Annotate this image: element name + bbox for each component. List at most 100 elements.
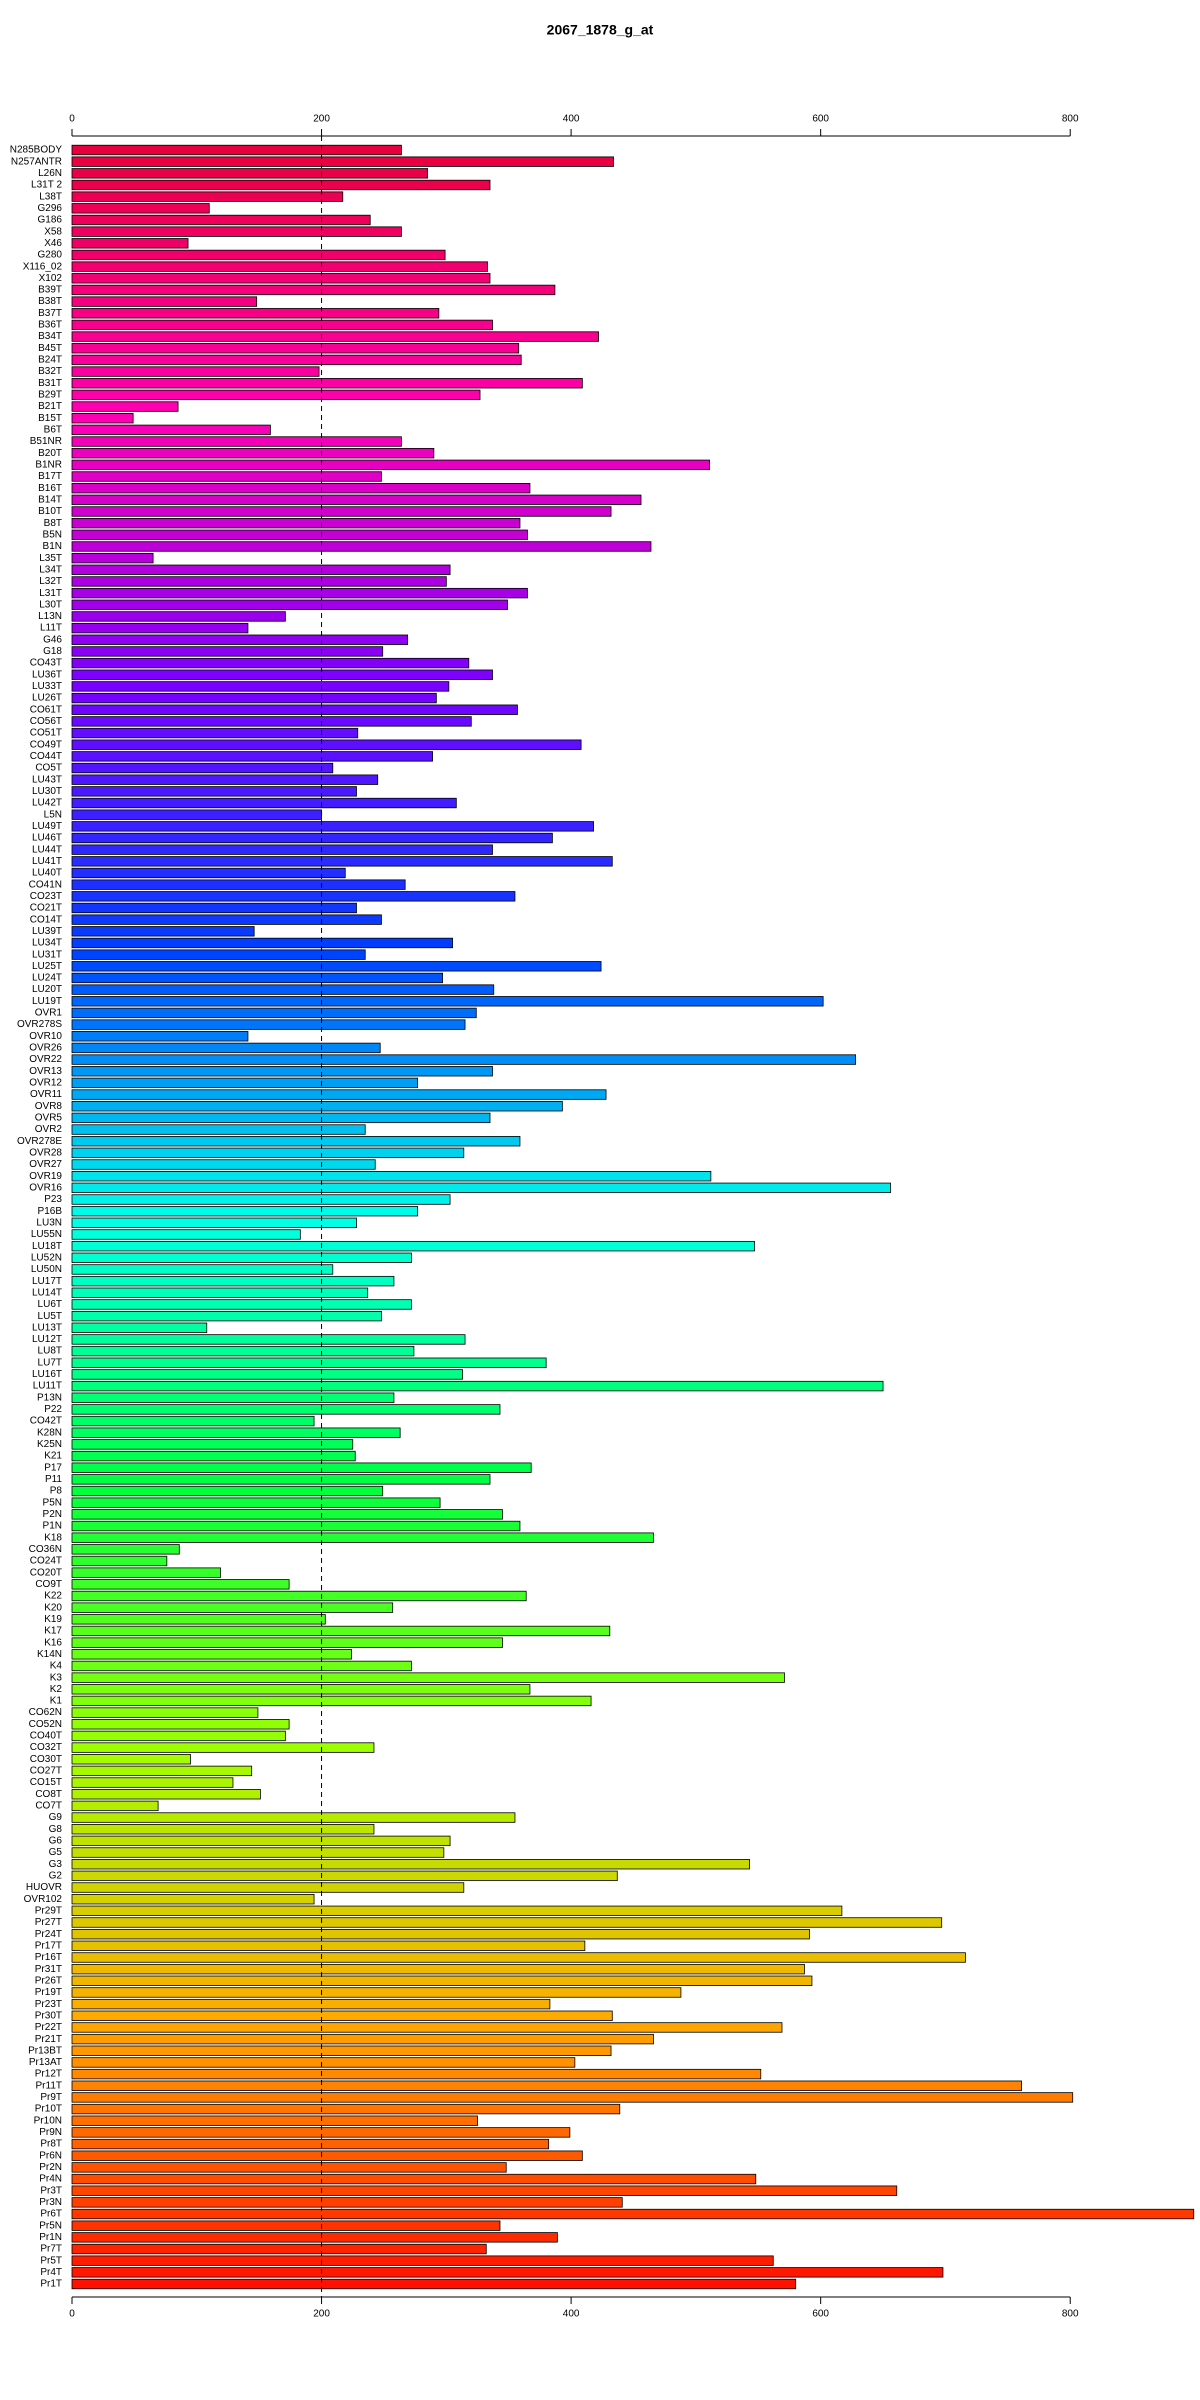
bar (71, 494, 642, 506)
bar (71, 1905, 843, 1917)
y-tick-label: Pr13AT (29, 2057, 62, 2068)
y-tick-label: B10T (38, 506, 62, 517)
bar (71, 832, 553, 844)
bar (71, 2208, 1195, 2220)
y-tick-label: CO24T (30, 1556, 62, 1567)
y-tick-label: L34T (39, 564, 62, 575)
bar (71, 552, 154, 564)
bar (71, 1579, 290, 1590)
bar (71, 1147, 465, 1159)
bar (71, 214, 371, 226)
bar (71, 1625, 611, 1637)
bar (71, 506, 612, 517)
bar (71, 378, 583, 389)
bar (71, 1870, 618, 1882)
bar (71, 2162, 507, 2173)
bar (71, 1019, 466, 1030)
bar (71, 704, 518, 715)
y-tick-label: LU49T (32, 821, 62, 832)
bar (71, 646, 384, 657)
bar (71, 308, 440, 319)
bar (71, 1730, 286, 1742)
y-tick-label: CO20T (30, 1567, 62, 1578)
bar (71, 2022, 783, 2033)
bar (71, 2267, 944, 2278)
y-tick-label: B14T (38, 494, 62, 505)
y-tick-label: LU20T (32, 984, 62, 995)
bar (71, 727, 359, 739)
bar (71, 1649, 352, 1660)
bar (71, 891, 516, 902)
y-tick-label: B21T (38, 401, 62, 412)
bar (71, 1054, 857, 1065)
y-tick-label: L26N (38, 168, 62, 179)
bar (71, 937, 453, 949)
y-tick-label: LU50N (31, 1264, 62, 1275)
y-tick-label: OVR1 (35, 1008, 63, 1019)
y-tick-label: Pr23T (35, 1999, 62, 2010)
bar (71, 401, 179, 412)
y-tick-label: LU8T (38, 1346, 62, 1357)
y-tick-label: G186 (38, 215, 63, 226)
y-tick-label: HUOVR (26, 1882, 62, 1893)
bar (71, 366, 320, 377)
y-tick-label: LU30T (32, 786, 62, 797)
y-tick-label: Pr12T (35, 2069, 62, 2080)
bar (71, 1136, 521, 1147)
bar (71, 1812, 516, 1823)
y-tick-label: CO40T (30, 1731, 62, 1742)
bar (71, 2080, 1022, 2091)
bar (71, 1917, 943, 1928)
bar (71, 1532, 654, 1543)
y-tick-label: B29T (38, 390, 62, 401)
x-tick-label: 800 (1062, 114, 1079, 125)
bar (71, 867, 346, 879)
bar (71, 1369, 463, 1380)
y-tick-label: LU19T (32, 996, 62, 1007)
bar (71, 1427, 401, 1438)
bar (71, 1882, 465, 1893)
bar (71, 284, 556, 296)
y-tick-label: CO30T (30, 1754, 62, 1765)
x-tick-label: 200 (313, 2309, 330, 2320)
y-tick-label: CO51T (30, 728, 62, 739)
bar (71, 1287, 369, 1298)
y-tick-label: CO21T (30, 903, 62, 914)
bar (71, 1066, 493, 1077)
bar (71, 634, 409, 645)
bar (71, 576, 447, 587)
bar (71, 2057, 576, 2068)
y-tick-label: Pr31T (35, 1964, 62, 1975)
bar (71, 1509, 503, 1520)
bar (71, 1800, 159, 1812)
bar (71, 2150, 583, 2161)
y-tick-label: L38T (39, 191, 62, 202)
bar (71, 692, 437, 704)
y-tick-label: B6T (44, 425, 62, 436)
y-tick-label: LU33T (32, 681, 62, 692)
bar (71, 1159, 376, 1170)
y-tick-label: Pr5T (40, 2255, 62, 2266)
y-tick-label: CO14T (30, 914, 62, 925)
bar (71, 1707, 259, 1718)
y-tick-label: X102 (39, 273, 63, 284)
bar (71, 249, 446, 261)
y-tick-label: P2N (43, 1509, 62, 1520)
bar (71, 1742, 375, 1753)
y-tick-label: CO61T (30, 704, 62, 715)
bar (71, 669, 493, 680)
bar (71, 1567, 221, 1578)
y-tick-label: CO36N (29, 1544, 62, 1555)
y-tick-label: Pr4N (39, 2174, 62, 2185)
bar (71, 1089, 607, 1100)
bar (71, 261, 488, 272)
bar (71, 797, 457, 809)
bar (71, 471, 382, 482)
y-tick-label: Pr16T (35, 1952, 62, 1963)
bar (71, 2232, 558, 2243)
bar (71, 2068, 762, 2080)
y-tick-label: OVR2 (35, 1124, 63, 1135)
bar (71, 1940, 586, 1952)
y-tick-label: LU34T (32, 938, 62, 949)
y-tick-label: LU24T (32, 973, 62, 984)
